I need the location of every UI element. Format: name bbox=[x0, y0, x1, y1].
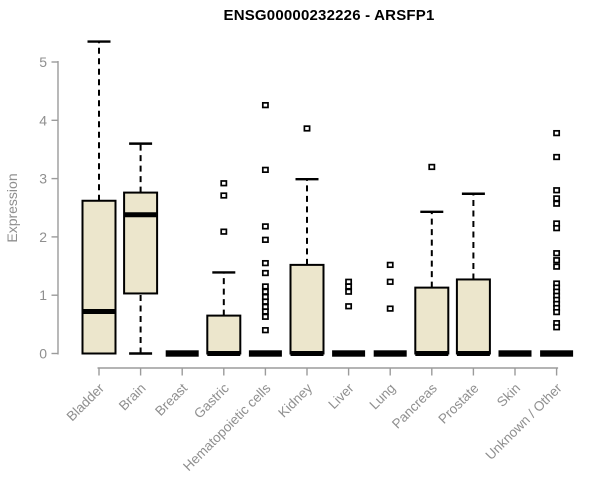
collapsed-box bbox=[165, 350, 199, 357]
outlier-point bbox=[261, 101, 269, 109]
outlier-point bbox=[553, 308, 561, 316]
collapsed-box bbox=[540, 350, 574, 357]
outlier-point bbox=[261, 308, 269, 315]
x-tick-label-skin: Skin bbox=[494, 381, 523, 410]
outlier-point bbox=[553, 195, 561, 202]
outlier-point bbox=[386, 278, 394, 285]
outlier-point bbox=[553, 129, 561, 137]
x-tick-label-kidney: Kidney bbox=[275, 380, 315, 420]
collapsed-box bbox=[498, 350, 532, 357]
outlier-point bbox=[261, 223, 269, 230]
x-tick-label-bladder: Bladder bbox=[64, 380, 108, 424]
y-tick-label: 5 bbox=[39, 54, 47, 70]
y-tick-label: 3 bbox=[39, 171, 47, 187]
y-tick-label: 2 bbox=[39, 229, 47, 245]
outlier-point bbox=[261, 269, 269, 277]
outlier-point bbox=[553, 324, 561, 331]
x-tick-label-unknown-other: Unknown / Other bbox=[482, 380, 565, 463]
outlier-point bbox=[261, 288, 269, 295]
boxplot-group-brain bbox=[123, 142, 159, 355]
outlier-point bbox=[386, 305, 394, 312]
boxplot-group-lung bbox=[373, 261, 407, 357]
x-tick-label-brain: Brain bbox=[116, 381, 149, 414]
boxplot-group-breast bbox=[165, 350, 199, 357]
outlier-point bbox=[553, 257, 561, 264]
outlier-point bbox=[345, 283, 353, 290]
outlier-point bbox=[261, 327, 269, 334]
outlier-point bbox=[261, 259, 269, 267]
boxplot-group-skin bbox=[498, 350, 532, 357]
x-tick-label-lung: Lung bbox=[366, 381, 398, 413]
outlier-point bbox=[553, 263, 561, 270]
box-rect bbox=[123, 191, 159, 295]
box-rect bbox=[289, 263, 325, 355]
boxplot-group-hematopoietic-cells bbox=[248, 101, 282, 357]
collapsed-box bbox=[332, 350, 366, 357]
x-tick-label-pancreas: Pancreas bbox=[389, 380, 440, 431]
outlier-point bbox=[428, 163, 436, 171]
box-rect bbox=[206, 314, 242, 355]
box-rect bbox=[81, 199, 117, 355]
x-tick-label-liver: Liver bbox=[325, 380, 357, 412]
y-tick-label: 1 bbox=[39, 287, 47, 303]
boxplot-group-liver bbox=[332, 278, 366, 357]
outlier-point bbox=[261, 166, 269, 174]
outlier-point bbox=[553, 187, 561, 194]
chart-title: ENSG00000232226 - ARSFP1 bbox=[223, 7, 435, 24]
y-axis: 0 1 2 3 4 5 bbox=[39, 54, 59, 362]
x-tick-label-breast: Breast bbox=[152, 380, 190, 418]
y-tick-label: 0 bbox=[39, 346, 47, 362]
outlier-point bbox=[553, 200, 561, 207]
outlier-point bbox=[261, 236, 269, 243]
outlier-point bbox=[553, 153, 561, 161]
boxplot-group-pancreas bbox=[414, 163, 450, 356]
outlier-point bbox=[261, 313, 269, 320]
collapsed-box bbox=[248, 350, 282, 357]
outlier-point bbox=[220, 228, 228, 235]
outlier-point bbox=[261, 283, 269, 290]
outlier-point bbox=[220, 192, 228, 199]
outlier-point bbox=[553, 225, 561, 232]
box-rect bbox=[414, 286, 450, 355]
outlier-point bbox=[220, 180, 228, 187]
boxplot-group-bladder bbox=[81, 40, 117, 355]
collapsed-box bbox=[373, 350, 407, 357]
outlier-point bbox=[553, 250, 561, 257]
boxplot-group-kidney bbox=[289, 125, 325, 356]
outlier-point bbox=[345, 303, 353, 310]
boxplot-group-prostate bbox=[455, 192, 491, 356]
x-tick-label-gastric: Gastric bbox=[191, 380, 232, 421]
outlier-point bbox=[303, 125, 311, 132]
y-tick-label: 4 bbox=[39, 112, 47, 128]
x-tick-label-prostate: Prostate bbox=[435, 381, 481, 427]
outlier-point bbox=[261, 298, 269, 305]
boxplot-group-unknown-other bbox=[540, 129, 574, 357]
boxplot-group-gastric bbox=[206, 180, 242, 356]
outlier-point bbox=[345, 288, 353, 295]
box-rect bbox=[455, 278, 491, 355]
outlier-point bbox=[386, 261, 394, 269]
